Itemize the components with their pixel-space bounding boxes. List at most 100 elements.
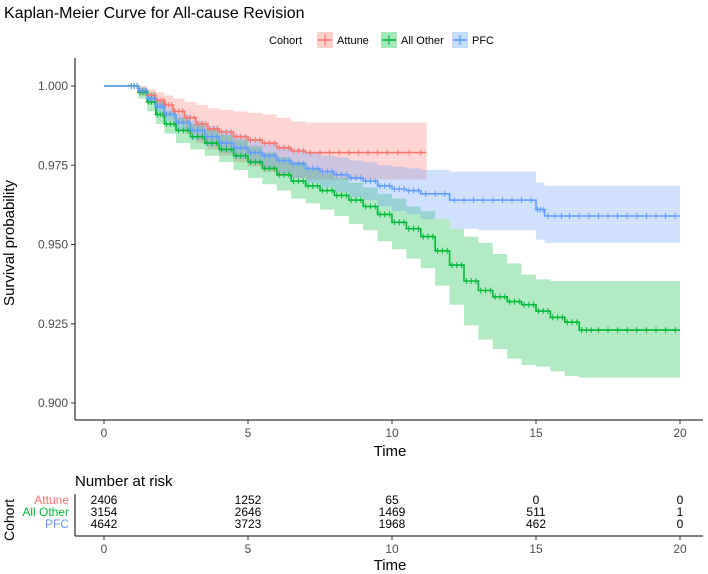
chart-title: Kaplan-Meier Curve for All-cause Revisio… [4, 5, 305, 22]
censor-mark [653, 213, 659, 219]
censor-mark [501, 293, 508, 300]
censor-mark [257, 159, 263, 166]
x-tick-label: 15 [529, 426, 543, 440]
legend-item-attune: Attune [317, 32, 369, 48]
censor-mark [653, 327, 659, 334]
x-tick-label: 10 [385, 426, 399, 440]
risk-row-pfc: PFC 4642 3723 1968 462 0 [45, 517, 684, 531]
censor-mark [355, 149, 362, 156]
censor-mark [357, 197, 364, 204]
y-tick-label: 0.950 [38, 238, 68, 252]
censor-mark [487, 287, 494, 294]
censor-mark [417, 149, 424, 156]
censor-mark [329, 187, 335, 194]
censor-mark [605, 327, 611, 334]
main-plot: 0.900 0.925 0.950 0.975 1.000 0 5 10 15 20 Survi… [1, 58, 703, 460]
censor-mark [271, 165, 278, 172]
censor-mark [499, 197, 506, 204]
y-tick-label: 0.925 [38, 317, 68, 331]
censor-mark [202, 121, 209, 127]
censor-mark [444, 247, 451, 254]
censor-mark [540, 206, 547, 213]
legend-title: Cohort [269, 35, 302, 47]
censor-mark [242, 152, 249, 159]
censor-mark [394, 149, 401, 156]
censor-mark [518, 197, 525, 204]
censor-mark [307, 149, 314, 156]
censor-mark [271, 140, 278, 147]
risk-cell: 65 [385, 493, 399, 507]
band-attune [104, 86, 427, 180]
risk-cell: 2406 [91, 493, 118, 507]
censor-mark [516, 298, 523, 305]
y-tick-label: 0.900 [38, 396, 68, 410]
censor-mark [228, 129, 235, 135]
risk-rows: Attune 2406 1252 65 0 0 All Other 3154 2646 1469 5… [22, 493, 683, 531]
censor-mark [441, 190, 448, 197]
censor-mark [432, 190, 439, 197]
censor-mark [257, 149, 263, 156]
risk-row-label: Attune [34, 493, 69, 507]
risk-cell: 0 [533, 493, 540, 507]
censor-mark [672, 213, 679, 219]
y-axis-ticks: 0.900 0.925 0.950 0.975 1.000 [38, 79, 75, 410]
censor-mark [386, 182, 393, 189]
risk-cell: 0 [677, 517, 684, 531]
legend-label: Attune [337, 35, 369, 47]
censor-mark [595, 213, 602, 219]
y-axis-label: Survival probability [1, 180, 18, 306]
risk-cell: 1968 [379, 517, 406, 531]
y-tick-label: 0.975 [38, 158, 68, 172]
censor-mark [314, 165, 321, 172]
censor-mark [489, 197, 496, 204]
censor-marks [128, 83, 679, 334]
censor-mark [458, 262, 465, 269]
censor-mark [422, 190, 429, 197]
censor-mark [168, 102, 175, 108]
censor-mark [530, 301, 537, 308]
censor-mark [461, 197, 467, 204]
censor-mark [343, 171, 350, 178]
x-tick-label: 5 [245, 426, 252, 440]
risk-row-all-other: All Other 3154 2646 1469 511 1 [22, 505, 683, 519]
censor-mark [643, 213, 650, 219]
censor-mark [473, 278, 479, 284]
censor-mark [191, 114, 198, 121]
censor-mark [329, 168, 335, 175]
censor-mark [415, 187, 422, 194]
censor-mark [614, 213, 621, 219]
censor-mark [314, 182, 321, 189]
censor-mark [429, 233, 436, 240]
censor-mark [151, 95, 158, 102]
risk-x-tick-label: 10 [385, 542, 399, 556]
censor-mark [285, 157, 292, 164]
censor-mark [300, 160, 307, 167]
censor-mark [480, 197, 487, 204]
risk-row-label: All Other [22, 505, 69, 519]
risk-x-tick-label: 0 [101, 542, 108, 556]
risk-row-attune: Attune 2406 1252 65 0 0 [34, 493, 683, 507]
censor-mark [271, 152, 278, 159]
censor-mark [326, 149, 333, 156]
legend-label: PFC [472, 35, 494, 47]
censor-mark [614, 327, 621, 334]
legend-label: All Other [401, 35, 444, 47]
censor-mark [171, 121, 178, 127]
risk-table: Number at risk Cohort Attune 2406 1252 65 0 0… [1, 473, 703, 574]
censor-mark [406, 149, 413, 156]
censor-mark [336, 149, 343, 156]
censor-mark [624, 213, 631, 219]
censor-mark [365, 149, 371, 156]
risk-cell: 3723 [235, 517, 262, 531]
x-tick-label: 0 [101, 426, 108, 440]
x-axis-label: Time [374, 443, 407, 460]
risk-x-tick-label: 15 [529, 542, 543, 556]
legend-item-pfc: PFC [452, 32, 494, 48]
censor-mark [185, 119, 191, 126]
censor-mark [576, 213, 583, 219]
censor-mark [401, 219, 407, 226]
x-axis-ticks: 0 5 10 15 20 [101, 420, 687, 440]
risk-cell: 1469 [379, 505, 406, 519]
censor-mark [662, 213, 669, 219]
